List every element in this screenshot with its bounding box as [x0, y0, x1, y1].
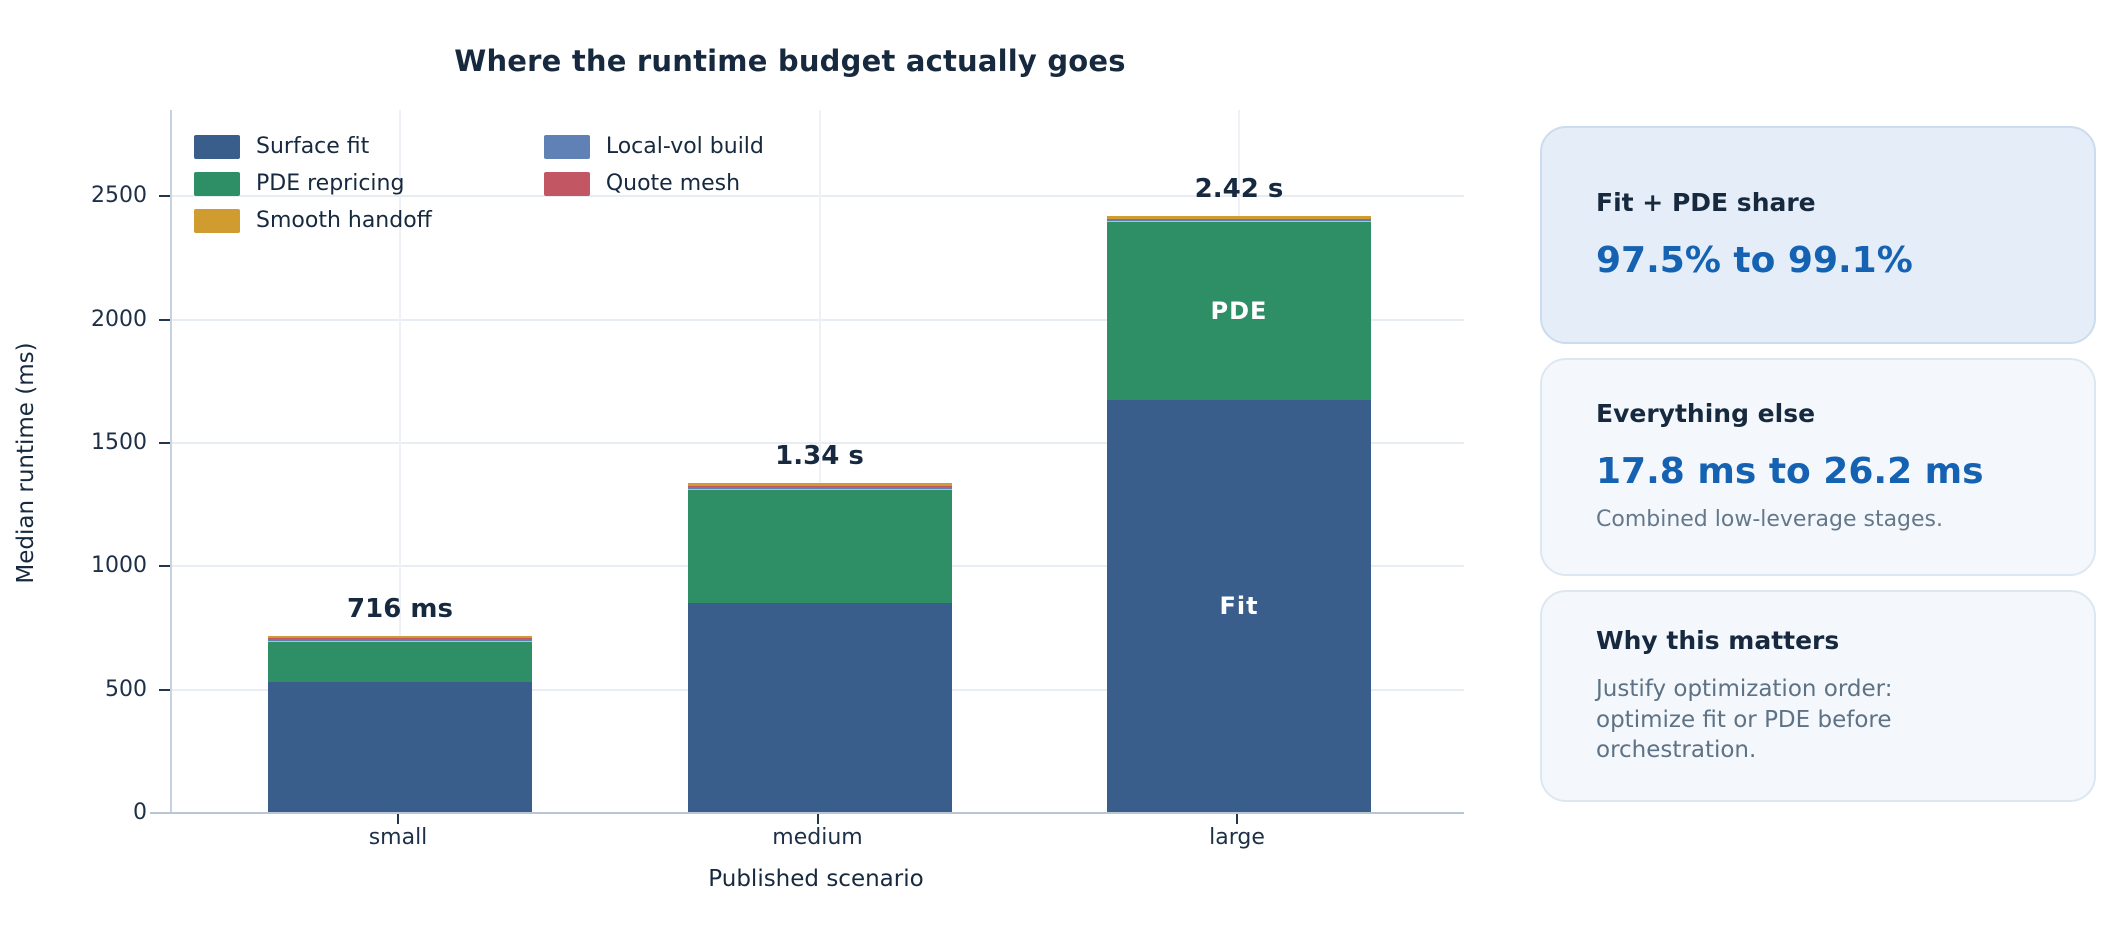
card-value: 97.5% to 99.1% [1596, 240, 1913, 282]
chart-title: Where the runtime budget actually goes [454, 44, 1126, 78]
gridline-v-small [399, 110, 401, 813]
y-tick-mark-500 [159, 688, 170, 691]
bar-annotation-pde: PDE [1210, 296, 1268, 325]
y-tick-mark-2500 [159, 195, 170, 198]
bar-segment-medium-local-vol-build [687, 487, 952, 490]
bar-segment-small-smooth-handoff [268, 636, 532, 639]
legend-label: Quote mesh [605, 171, 741, 196]
x-tick-mark-large [1236, 813, 1238, 824]
bar-segment-small-local-vol-build [268, 639, 532, 641]
x-axis-line [150, 812, 1464, 814]
x-tick-label-small: small [368, 825, 428, 850]
legend-column-1: Surface fit PDE repricing Smooth handoff [194, 134, 432, 234]
legend-label: Surface fit [256, 134, 370, 159]
bar-segment-medium-quote-mesh [687, 485, 952, 488]
plot-area: 716 ms 1.34 s 2.42 s Fit PDE Surface fit PDE r… [170, 110, 1464, 813]
bar-segment-small-surface-fit [268, 682, 532, 813]
bar-segment-large-pde-repricing [1107, 221, 1371, 400]
y-tick-label-0: 0 [133, 800, 147, 825]
bar-segment-medium-surface-fit [687, 603, 952, 813]
bar-segment-small-pde-repricing [268, 640, 532, 683]
card-title: Everything else [1596, 399, 1816, 428]
legend-swatch-icon [194, 172, 240, 196]
bar-segment-large-quote-mesh [1107, 218, 1371, 220]
bar-segment-large-surface-fit [1107, 399, 1371, 813]
y-tick-label-500: 500 [105, 676, 147, 702]
card-body: Justify optimization order: optimize fit… [1596, 674, 2050, 765]
x-tick-mark-medium [816, 813, 819, 824]
bar-segment-large-local-vol-build [1107, 219, 1371, 222]
legend-item-local-vol-build: Local-vol build [543, 134, 764, 160]
card-why-this-matters: Why this matters Justify optimization or… [1540, 590, 2096, 802]
legend-swatch-icon [543, 172, 590, 196]
legend-swatch-icon [194, 135, 240, 159]
y-tick-mark-1000 [159, 565, 170, 568]
legend-item-smooth-handoff: Smooth handoff [194, 208, 432, 234]
y-tick-label-2000: 2000 [91, 306, 147, 332]
bar-annotation-fit: Fit [1219, 592, 1259, 621]
card-fit-pde-share: Fit + PDE share 97.5% to 99.1% [1540, 126, 2096, 344]
card-title: Why this matters [1596, 626, 1840, 656]
gridline-h-2500 [172, 195, 1464, 198]
y-tick-label-1000: 1000 [91, 553, 147, 579]
legend-label: Smooth handoff [256, 208, 432, 233]
y-axis-label: Median runtime (ms) [13, 342, 39, 584]
legend-swatch-icon [194, 209, 240, 233]
legend-item-surface-fit: Surface fit [194, 134, 432, 160]
card-body-line1: Justify optimization order: [1596, 676, 1893, 703]
legend-label: Local-vol build [605, 134, 764, 159]
card-caption: Combined low-leverage stages. [1596, 507, 1944, 533]
card-title: Fit + PDE share [1596, 188, 1816, 218]
y-tick-label-1500: 1500 [91, 430, 147, 455]
legend-item-pde-repricing: PDE repricing [194, 171, 432, 197]
legend-item-quote-mesh: Quote mesh [543, 171, 764, 197]
bar-total-label-medium: 1.34 s [775, 440, 864, 471]
y-tick-mark-2000 [159, 318, 170, 321]
x-tick-label-medium: medium [772, 825, 863, 850]
bar-segment-large-smooth-handoff [1107, 216, 1371, 219]
legend-swatch-icon [543, 135, 590, 159]
bar-segment-medium-pde-repricing [687, 489, 952, 604]
card-body-line2: optimize fit or PDE before orchestration… [1596, 706, 1892, 764]
bar-total-label-large: 2.42 s [1194, 174, 1284, 205]
gridline-h-2000 [172, 318, 1464, 321]
legend-column-2: Local-vol build Quote mesh [543, 134, 764, 234]
x-axis-label: Published scenario [708, 866, 924, 892]
card-everything-else: Everything else 17.8 ms to 26.2 ms Combi… [1540, 358, 2096, 576]
x-tick-label-large: large [1209, 825, 1265, 850]
y-tick-mark-1500 [159, 442, 170, 444]
y-tick-label-2500: 2500 [91, 183, 147, 209]
x-tick-mark-small [397, 813, 399, 824]
gridline-h-1500 [172, 442, 1464, 444]
summary-cards: Fit + PDE share 97.5% to 99.1% Everythin… [1540, 126, 2096, 802]
card-value: 17.8 ms to 26.2 ms [1596, 451, 1984, 492]
bar-total-label-small: 716 ms [347, 594, 453, 625]
bar-segment-small-quote-mesh [268, 638, 532, 640]
gridline-v-medium [818, 110, 821, 813]
bar-segment-medium-smooth-handoff [687, 482, 952, 486]
legend-label: PDE repricing [256, 171, 405, 196]
legend: Surface fit PDE repricing Smooth handoff Lo… [194, 134, 764, 234]
